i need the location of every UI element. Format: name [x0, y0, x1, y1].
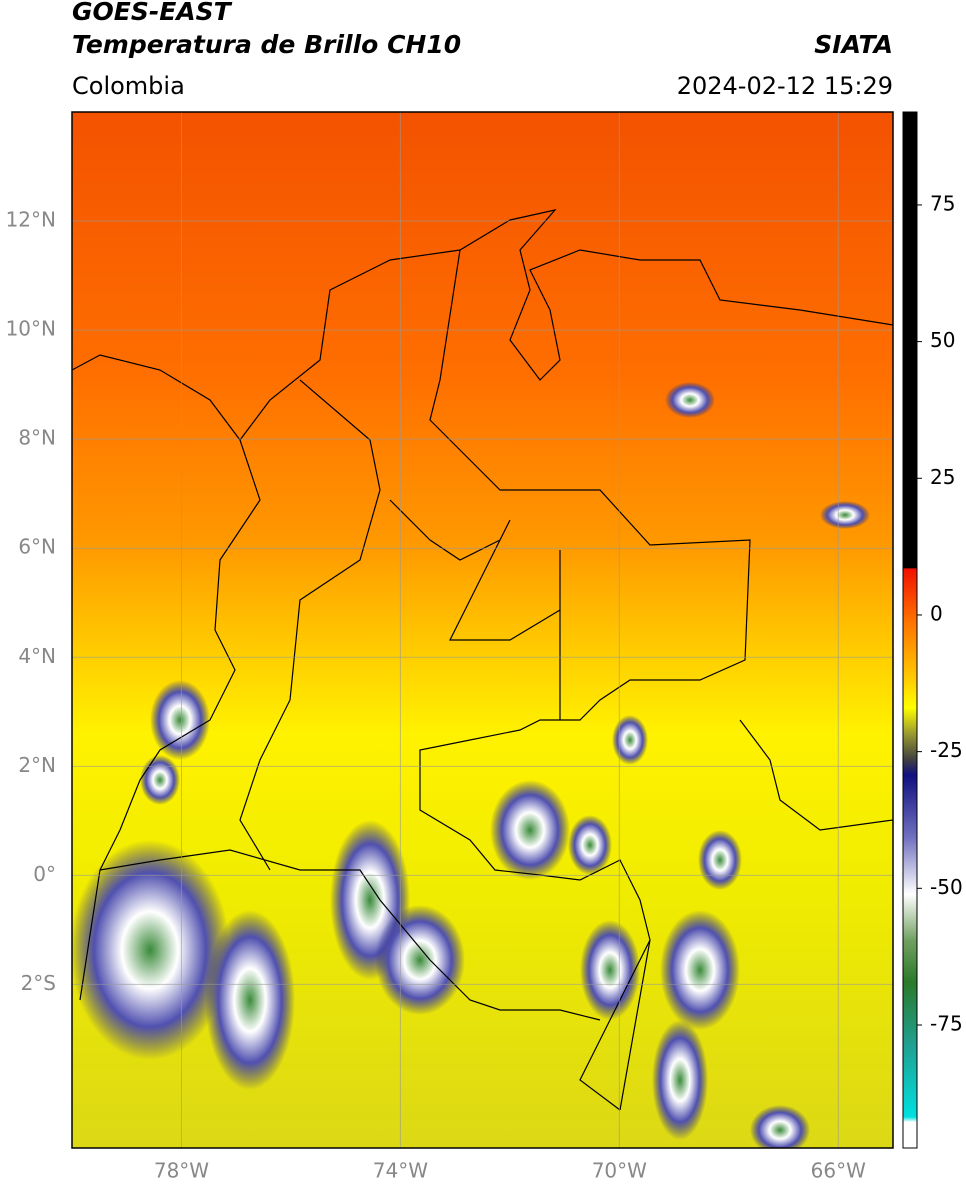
region: Colombia — [72, 72, 185, 100]
lat-tick-label: 2°S — [21, 971, 56, 995]
colorbar-tick-label: 25 — [930, 465, 955, 489]
lat-tick-label: 6°N — [18, 535, 56, 559]
lon-tick-label: 78°W — [154, 1159, 209, 1183]
colorbar-tick-label: 0 — [930, 601, 943, 625]
colorbar-tick-label: 75 — [930, 191, 955, 215]
source: SIATA — [814, 30, 893, 59]
lat-tick-label: 4°N — [18, 644, 56, 668]
colorbar-tick-label: -50 — [930, 875, 963, 899]
colorbar-tick-label: 50 — [930, 328, 955, 352]
map-image — [72, 112, 893, 1148]
lon-tick-label: 74°W — [373, 1159, 428, 1183]
title: GOES-EAST — [72, 0, 233, 26]
colorbar-tick-label: -75 — [930, 1011, 963, 1035]
datetime: 2024-02-12 15:29 — [677, 72, 893, 100]
colorbar-tick-label: -25 — [930, 738, 963, 762]
lat-tick-label: 8°N — [18, 426, 56, 450]
lon-tick-label: 66°W — [811, 1159, 866, 1183]
graticule — [72, 112, 893, 1148]
borders — [72, 209, 893, 1111]
subtitle: Temperatura de Brillo CH10 — [72, 30, 461, 59]
lon-tick-label: 70°W — [592, 1159, 647, 1183]
clouds — [72, 382, 870, 1148]
map-frame — [71, 111, 894, 1149]
axis-labels: 78°W 74°W 70°W 66°W 12°N 10°N 8°N 6°N 4°N 2°N 0° 2°… — [6, 191, 963, 1182]
lat-tick-label: 2°N — [18, 753, 56, 777]
lat-tick-label: 12°N — [6, 208, 56, 232]
lat-tick-label: 0° — [33, 862, 56, 886]
colorbar — [902, 111, 918, 1149]
lat-tick-label: 10°N — [6, 317, 56, 341]
